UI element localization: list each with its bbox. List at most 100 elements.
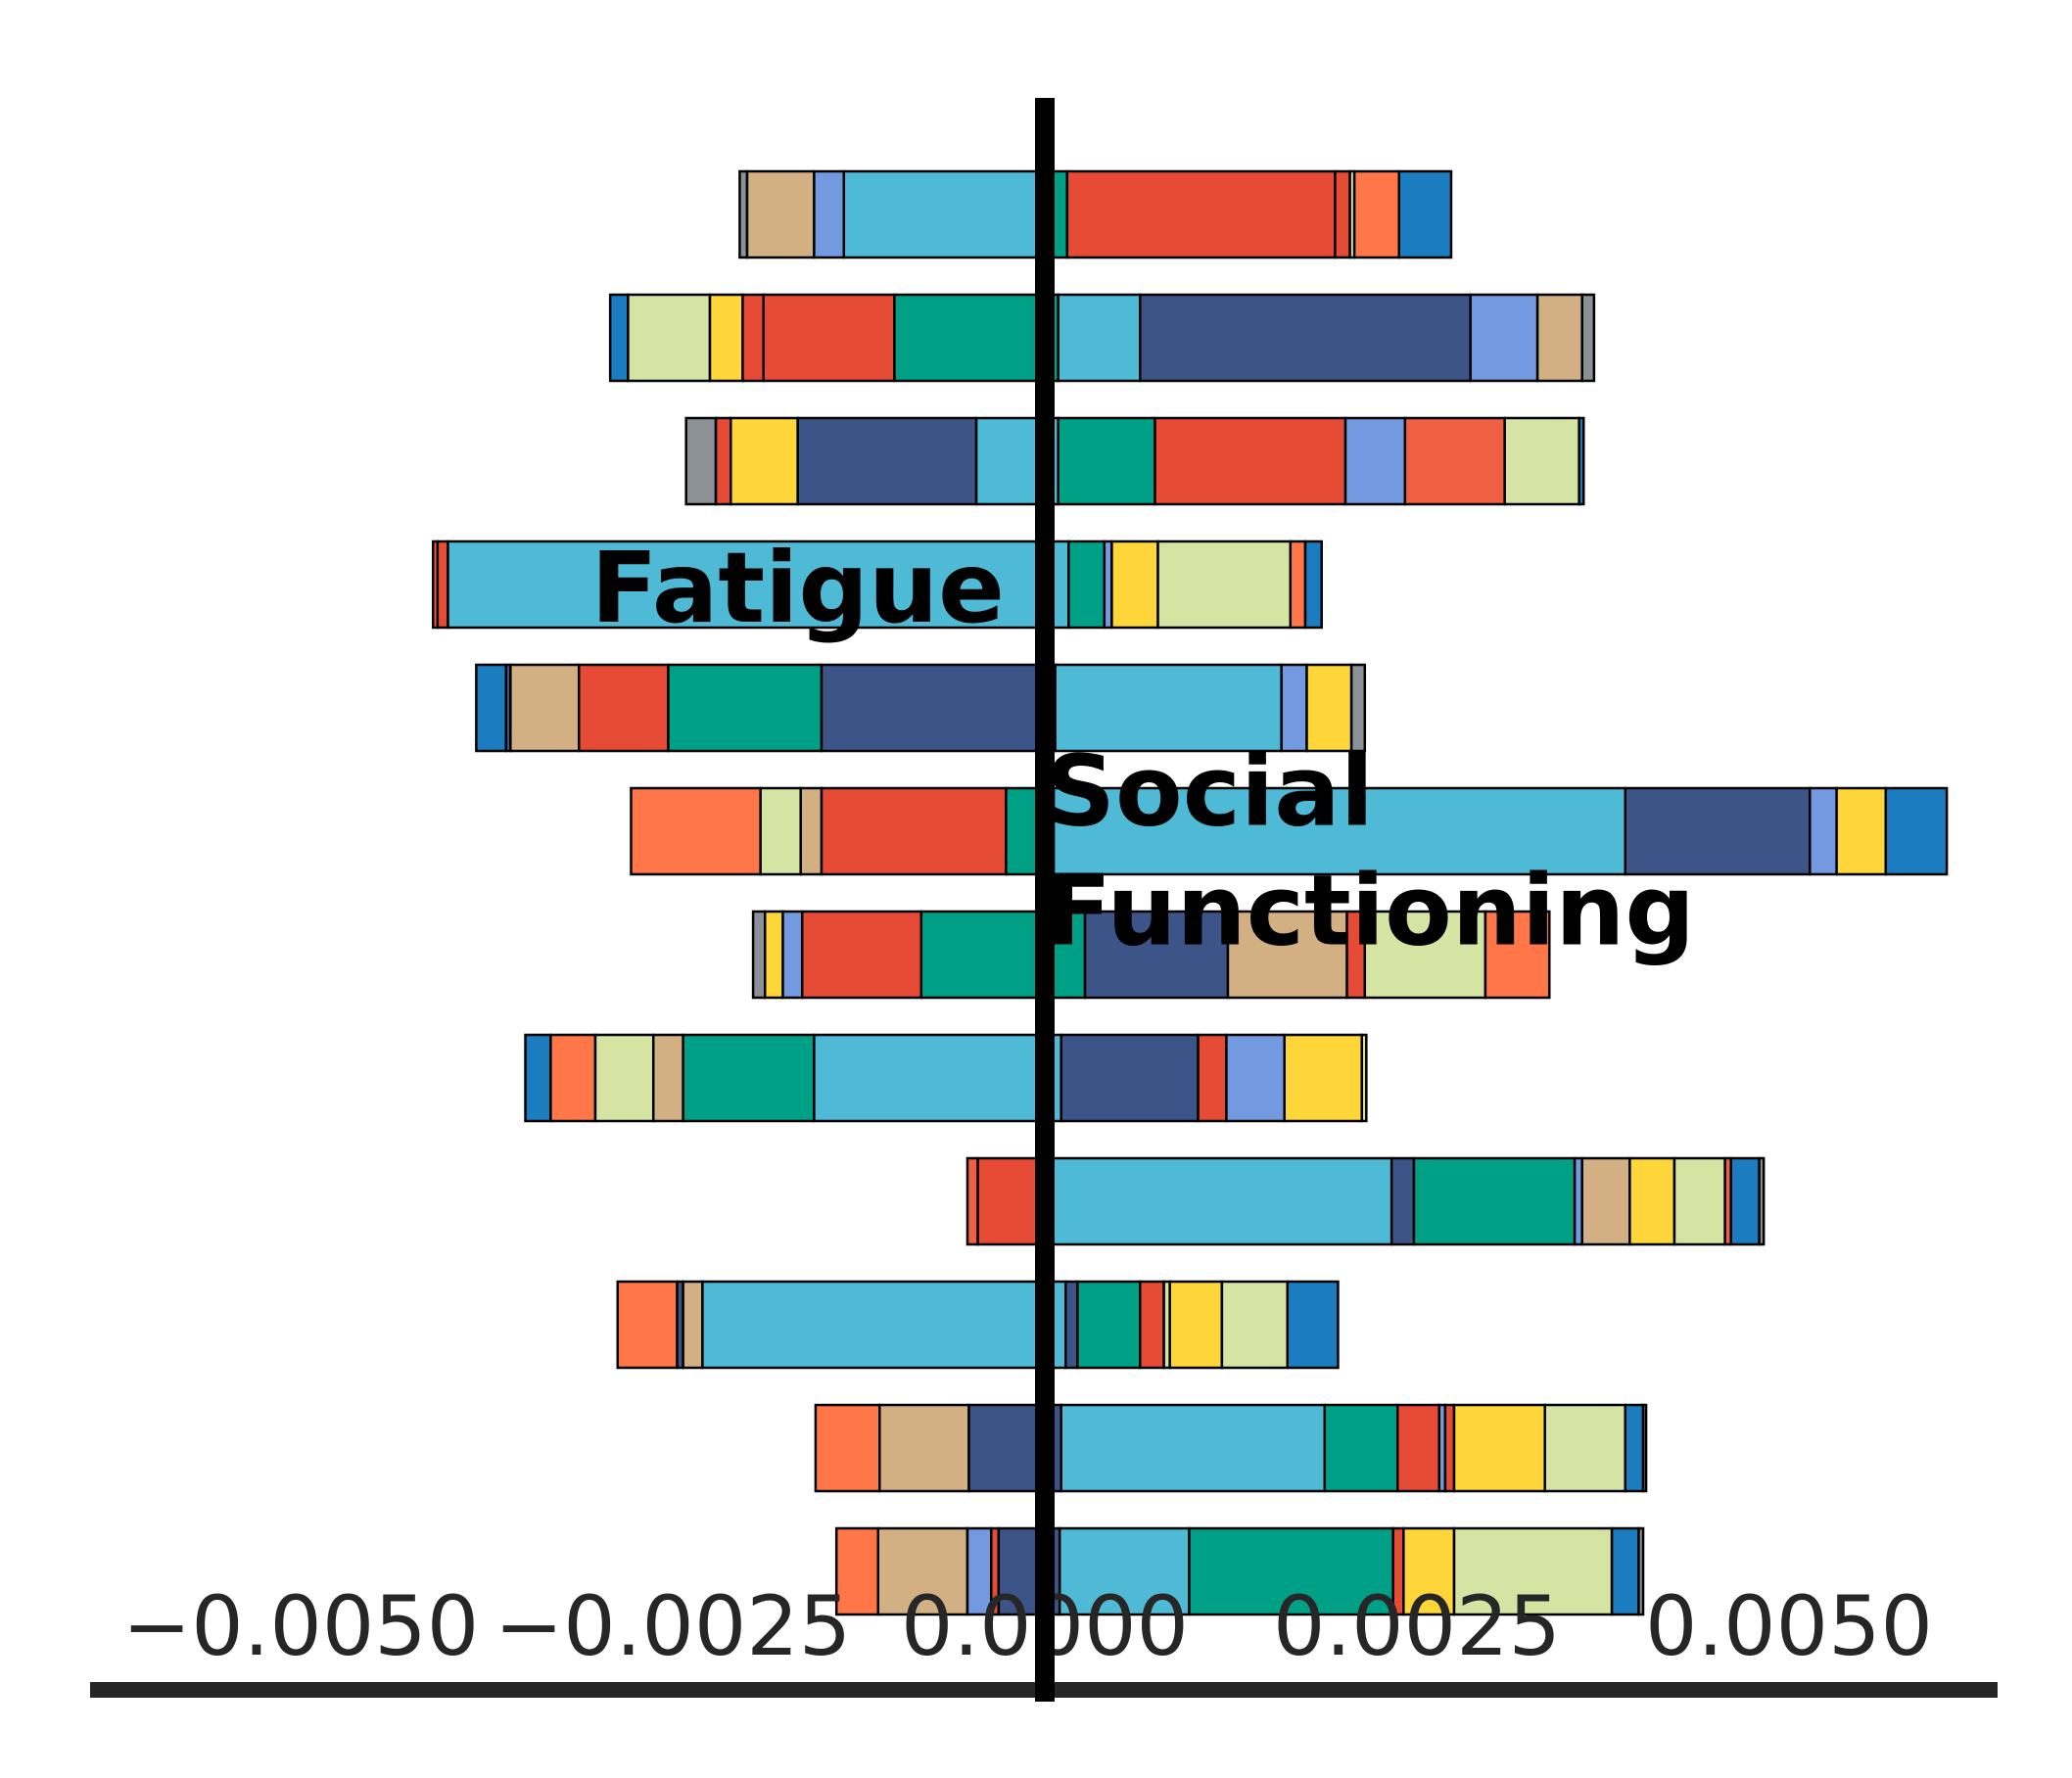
annotations: Fatigue Social Functioning [590, 531, 1695, 968]
bar-segment-teal [919, 910, 1087, 1000]
bar-segment-khaki [759, 786, 802, 876]
bar-segment-khaki [1360, 1033, 1368, 1123]
bar-segment-navy [1139, 293, 1472, 383]
bar-row-4 [432, 539, 1323, 630]
bar-segment-gray [1758, 1156, 1766, 1246]
bar-segment-khaki [1543, 1403, 1627, 1493]
bar-segment-tan [1580, 1156, 1631, 1246]
bar-segment-orange [630, 786, 762, 876]
bar-segment-blue [524, 1033, 552, 1123]
bar-segment-red [1139, 1280, 1165, 1370]
x-tick-label: −0.0050 [122, 1578, 479, 1674]
bar-segment-teal [682, 1033, 816, 1123]
bar-segment-navy [1064, 1280, 1079, 1370]
bar-segment-tan [745, 169, 816, 259]
bar-segment-yellow [763, 910, 784, 1000]
bar-segment-red [1443, 1403, 1456, 1493]
bar-segment-red [741, 293, 765, 383]
bar-segment-teal [1323, 1403, 1399, 1493]
bar-segment-gray [751, 910, 767, 1000]
bar-segment-gray [1637, 1526, 1645, 1616]
bar-segment-red [820, 786, 1008, 876]
bar-segment-sky [1057, 293, 1142, 383]
bar-segment-blue [1624, 1403, 1645, 1493]
bar-segment-gray [1349, 663, 1367, 753]
bar-segment-orange [834, 1526, 880, 1616]
bar-segment-orange [814, 1403, 881, 1493]
bar-row-5 [475, 663, 1367, 753]
bar-segment-teal [893, 293, 1060, 383]
bar-segment-red [976, 1156, 1047, 1246]
bar-row-2 [608, 293, 1596, 383]
bar-segment-yellow [708, 293, 744, 383]
bar-segment-blue [1729, 1156, 1761, 1246]
bar-segment-lavender [1225, 1033, 1286, 1123]
bar-segment-blue [608, 293, 630, 383]
bar-segment-lavender [1809, 786, 1838, 876]
bar-segment-navy [1389, 1156, 1416, 1246]
bar-segment-tan [799, 786, 824, 876]
x-tick-label: 0.0050 [1645, 1578, 1933, 1674]
bar-segment-red [1065, 169, 1337, 259]
bar-segment-khaki [1672, 1156, 1726, 1246]
bar-segment-khaki [1503, 416, 1580, 506]
bar-row-12 [834, 1526, 1645, 1616]
bar-segment-red [762, 293, 896, 383]
bar-segment-teal [1188, 1526, 1394, 1616]
annotation-line: Functioning [1045, 854, 1695, 968]
bar-segment-orange [549, 1033, 597, 1123]
x-tick-label: 0.0025 [1273, 1578, 1561, 1674]
bar-segment-red [1154, 416, 1347, 506]
bar-segment-gray [1580, 293, 1596, 383]
bar-row-7 [751, 910, 1551, 1000]
bar-row-1 [738, 169, 1453, 259]
bar-segment-yellow [730, 416, 799, 506]
bar-segment-blue [1610, 1526, 1640, 1616]
x-tick-label: −0.0025 [494, 1578, 851, 1674]
bar-segment-red [714, 416, 732, 506]
bar-segment-tan [682, 1280, 704, 1370]
bar-segment-gray [684, 416, 718, 506]
bar-segment-sky [842, 169, 1047, 259]
annotation-label: Social Functioning [1045, 734, 1695, 968]
bar-segment-lavender [813, 169, 846, 259]
bar-segment-teal [1412, 1156, 1577, 1246]
bar-segment-teal [667, 663, 824, 753]
bar-segment-sky [1060, 1403, 1327, 1493]
bar-segment-blue [1286, 1280, 1340, 1370]
bar-segment-orange [1289, 539, 1307, 630]
bar-segment-coral [1403, 416, 1506, 506]
bar-segment-coral [965, 1156, 979, 1246]
bar-segment-red [1395, 1403, 1441, 1493]
bar-segment-khaki [1452, 1526, 1614, 1616]
bar-segment-blue [1884, 786, 1949, 876]
bar-row-11 [814, 1403, 1648, 1493]
bar-segment-tan [1226, 910, 1348, 1000]
bar-segment-teal [1057, 416, 1156, 506]
annotation-line: Fatigue [590, 531, 1005, 645]
bar-segment-khaki [593, 1033, 655, 1123]
bar-segment-tan [651, 1033, 684, 1123]
bar-segment-sky [701, 1280, 1067, 1370]
bar-segment-teal [1076, 1280, 1142, 1370]
bar-segment-red [800, 910, 923, 1000]
bar-rows [432, 169, 1949, 1616]
bar-segment-khaki [1156, 539, 1293, 630]
bar-segment-lavender [965, 1526, 993, 1616]
bar-segment-yellow [1168, 1280, 1224, 1370]
bar-segment-yellow [1835, 786, 1888, 876]
bar-segment-red [1334, 169, 1351, 259]
bar-segment-orange [1483, 910, 1551, 1000]
annotation-label: Fatigue [590, 531, 1005, 645]
bar-row-6 [630, 786, 1949, 876]
bar-row-8 [524, 1033, 1368, 1123]
bar-segment-yellow [1628, 1156, 1676, 1246]
bar-segment-teal [1067, 539, 1107, 630]
bar-segment-gray [1641, 1403, 1648, 1493]
bar-segment-navy [796, 416, 978, 506]
bar-row-9 [965, 1156, 1766, 1246]
bar-segment-tan [876, 1526, 969, 1616]
bar-segment-lavender [781, 910, 804, 1000]
